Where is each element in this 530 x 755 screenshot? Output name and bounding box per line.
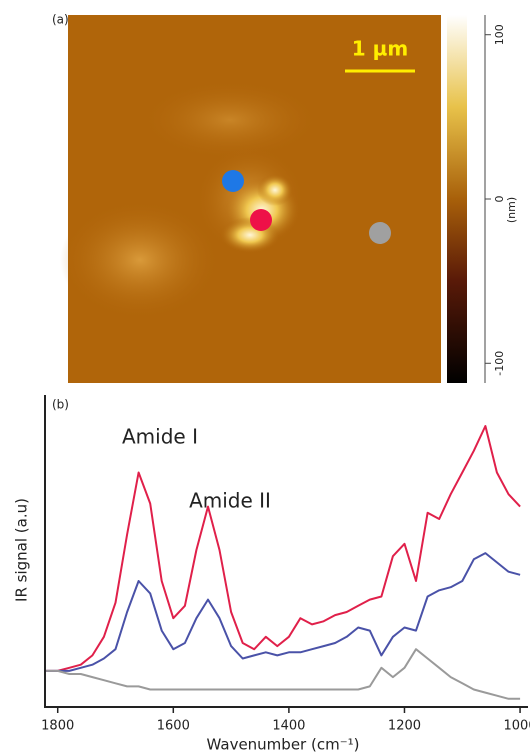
colorbar-label: (nm) [505, 197, 518, 223]
x-axis-label: Wavenumber (cm⁻¹) [207, 736, 360, 754]
spectrum-line [46, 425, 521, 672]
panel-label: (a) [52, 13, 69, 27]
y-axis-label: IR signal (a.u) [13, 498, 31, 602]
x-tick-label: 1800 [41, 719, 74, 734]
x-tick-label: 1600 [157, 719, 190, 734]
afm-image [60, 15, 441, 383]
annotation: Amide II [189, 489, 271, 513]
annotation: Amide I [122, 425, 198, 449]
colorbar-tick-label: 100 [493, 24, 506, 45]
panel-label: (b) [52, 398, 69, 412]
colorbar-tick-label: 0 [493, 196, 506, 203]
scale-bar-label: 1 µm [352, 37, 408, 61]
x-tick-label: 1400 [272, 719, 305, 734]
colorbar-tick-label: -100 [493, 351, 506, 376]
spectrum-line [46, 552, 521, 672]
colorbar [447, 15, 467, 383]
x-tick-label: 1200 [388, 719, 421, 734]
spectrum-line [46, 648, 521, 700]
